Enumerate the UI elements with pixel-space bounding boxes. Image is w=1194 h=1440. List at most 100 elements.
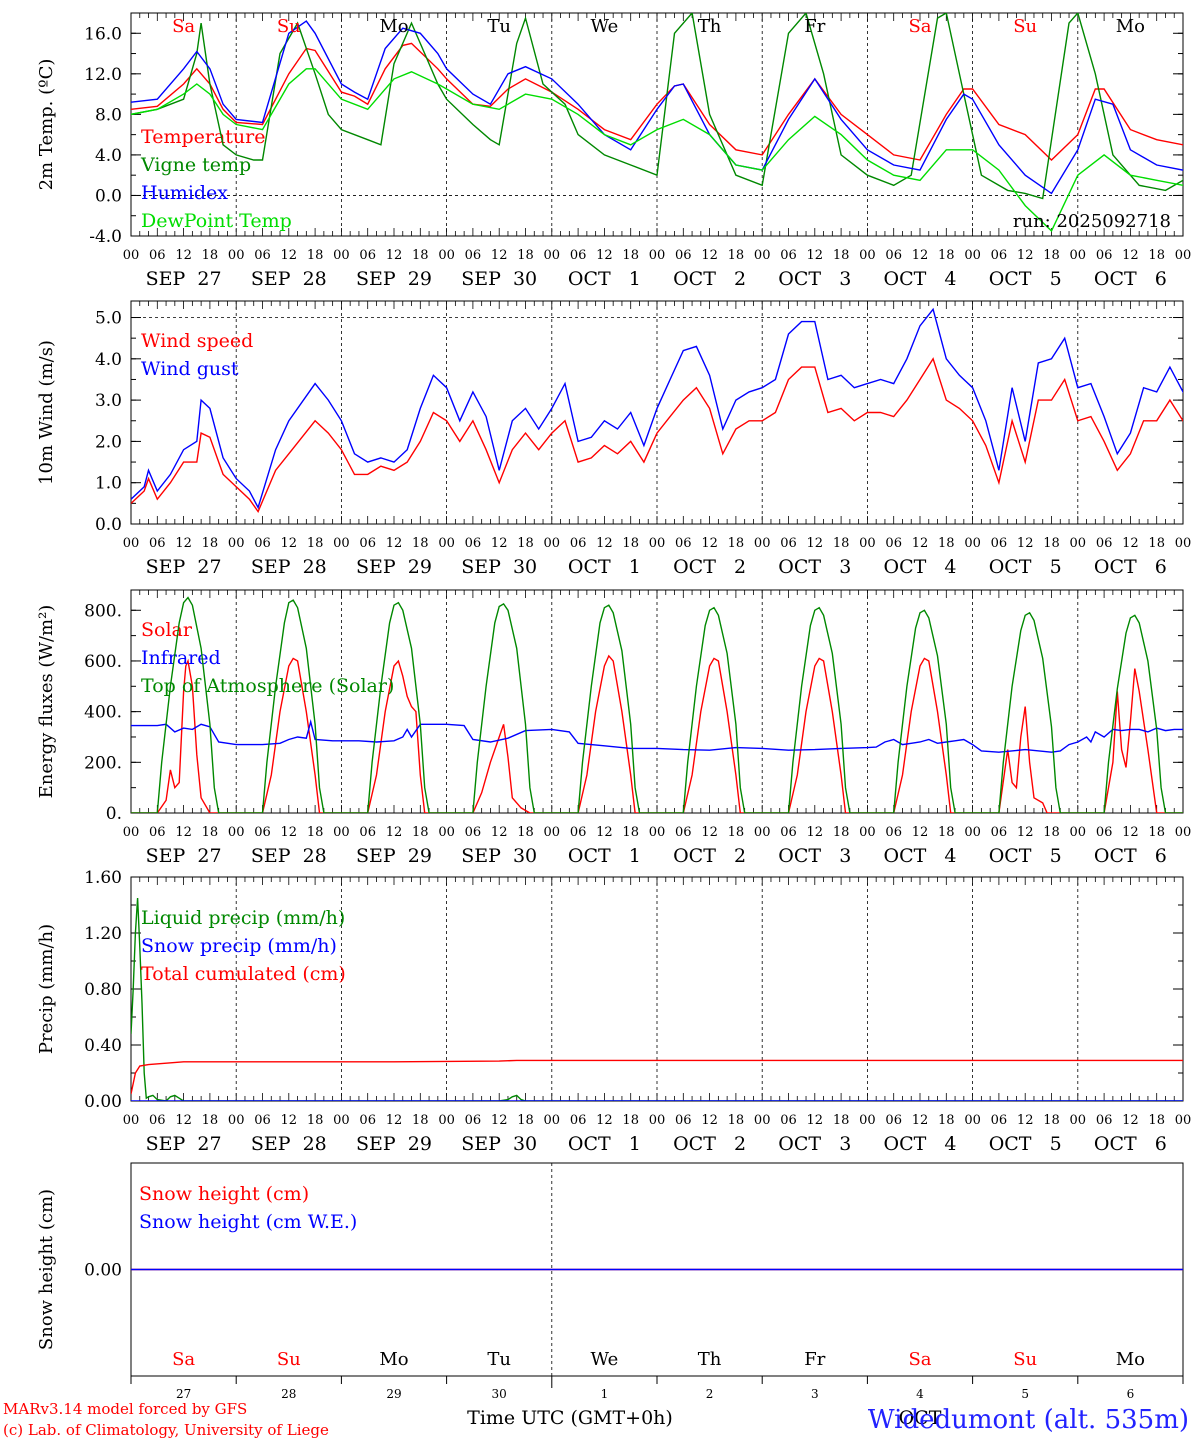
x-axis-title: Time UTC (GMT+0h) (467, 1407, 673, 1429)
hour-tick-label: 12 (386, 248, 403, 263)
hour-tick-label: 06 (780, 248, 797, 263)
hour-tick-label: 18 (202, 1113, 219, 1128)
series-line-wind-gust (131, 307, 1183, 510)
date-label: SEP 29 (356, 268, 432, 290)
hour-tick-label: 00 (754, 248, 771, 263)
hour-tick-label: 12 (175, 825, 192, 840)
hour-tick-label: 00 (123, 248, 140, 263)
y-tick-label: -4.0 (89, 227, 122, 247)
y-tick-label: 4.0 (95, 146, 122, 166)
date-label: SEP 29 (356, 556, 432, 578)
weekday-label: Su (1013, 16, 1037, 37)
legend-entry: Solar (141, 619, 193, 641)
hour-tick-label: 18 (1043, 248, 1060, 263)
hour-tick-label: 06 (149, 536, 166, 551)
hour-tick-label: 06 (1096, 1113, 1113, 1128)
legend-entry: Snow height (cm W.E.) (139, 1211, 357, 1233)
hour-tick-label: 12 (386, 536, 403, 551)
hour-tick-label: 06 (780, 825, 797, 840)
weekday-label: Sa (172, 16, 195, 37)
legend-entry: Liquid precip (mm/h) (141, 907, 345, 929)
hour-tick-label: 18 (833, 825, 850, 840)
weekday-label: Fr (804, 1349, 825, 1370)
hour-tick-label: 00 (544, 825, 561, 840)
hour-tick-label: 00 (123, 1113, 140, 1128)
series-line-total-cumulated-cm- (131, 1059, 1183, 1095)
day-number-label: 27 (176, 1387, 191, 1401)
hour-tick-label: 06 (149, 825, 166, 840)
weekday-label: Mo (1116, 16, 1145, 37)
hour-tick-label: 00 (438, 536, 455, 551)
hour-tick-label: 12 (491, 248, 508, 263)
hour-tick-label: 18 (1043, 825, 1060, 840)
hour-tick-label: 06 (465, 536, 482, 551)
hour-tick-label: 00 (964, 825, 981, 840)
hour-tick-label: 00 (1070, 536, 1087, 551)
hour-tick-label: 12 (807, 825, 824, 840)
hour-tick-label: 00 (754, 825, 771, 840)
weekday-label: Tu (487, 1349, 511, 1370)
y-tick-label: 1.20 (84, 924, 122, 944)
day-number-label: 3 (811, 1387, 819, 1401)
hour-tick-label: 06 (254, 825, 271, 840)
hour-tick-label: 06 (885, 248, 902, 263)
hour-tick-label: 00 (544, 536, 561, 551)
y-tick-label: 800. (84, 601, 122, 621)
day-number-label: 29 (386, 1387, 401, 1401)
date-label: OCT 2 (673, 845, 746, 867)
series-line-humidex (131, 20, 1183, 195)
y-tick-label: 0.40 (84, 1036, 122, 1056)
panel-5: 0.00 Snow height (cm) Snow height (cm) Snow… (36, 1162, 1184, 1401)
y-tick-label: 0.80 (84, 980, 122, 1000)
date-label: OCT 6 (1094, 845, 1167, 867)
hour-tick-label: 00 (859, 1113, 876, 1128)
hour-tick-label: 06 (1096, 536, 1113, 551)
hour-tick-label: 06 (570, 536, 587, 551)
hour-tick-label: 18 (412, 1113, 429, 1128)
hour-tick-label: 12 (701, 536, 718, 551)
date-label: OCT 3 (778, 556, 851, 578)
panel-1: -4.0 0.0 4.0 8.0 12.0 16.0 2m Temp. (ºC) Temper… (36, 12, 1191, 290)
hour-tick-label: 06 (149, 1113, 166, 1128)
hour-tick-label: 06 (675, 536, 692, 551)
hour-tick-label: 00 (333, 248, 350, 263)
date-label: SEP 30 (461, 268, 537, 290)
date-label: OCT 6 (1094, 268, 1167, 290)
hour-tick-label: 00 (649, 825, 666, 840)
date-label: SEP 28 (251, 1133, 327, 1155)
y-tick-label: 16.0 (84, 24, 122, 44)
credit-line-1: MARv3.14 model forced by GFS (3, 1400, 247, 1418)
date-label: SEP 30 (461, 1133, 537, 1155)
date-label: OCT 4 (884, 556, 957, 578)
hour-tick-label: 18 (307, 1113, 324, 1128)
hour-tick-label: 18 (728, 536, 745, 551)
legend-entry: Humidex (141, 182, 228, 204)
hour-tick-label: 00 (649, 1113, 666, 1128)
y-tick-label: 600. (84, 652, 122, 672)
date-label: SEP 28 (251, 556, 327, 578)
credit-line-2: (c) Lab. of Climatology, University of L… (3, 1421, 329, 1439)
date-label: OCT 3 (778, 845, 851, 867)
hour-tick-label: 00 (228, 536, 245, 551)
hour-tick-label: 06 (991, 825, 1008, 840)
date-label: OCT 5 (989, 845, 1062, 867)
hour-tick-label: 18 (1148, 1113, 1165, 1128)
hour-tick-label: 00 (228, 248, 245, 263)
hour-tick-label: 06 (359, 536, 376, 551)
hour-tick-label: 12 (281, 825, 298, 840)
series-line-top-of-atmosphere-solar- (131, 596, 1183, 813)
series-line-temperature (131, 42, 1183, 161)
panel-3: 0. 200. 400. 600. 800. Energy fluxes (W/m²) So… (36, 589, 1191, 867)
date-label: OCT 5 (989, 556, 1062, 578)
hour-tick-label: 06 (570, 825, 587, 840)
hour-tick-label: 00 (1070, 825, 1087, 840)
hour-tick-label: 06 (885, 536, 902, 551)
weekday-label: We (591, 1349, 619, 1370)
hour-tick-label: 00 (228, 1113, 245, 1128)
y-tick-label: 200. (84, 753, 122, 773)
hour-tick-label: 18 (622, 536, 639, 551)
hour-tick-label: 00 (438, 1113, 455, 1128)
hour-tick-label: 00 (964, 248, 981, 263)
hour-tick-label: 06 (254, 536, 271, 551)
hour-tick-label: 18 (517, 1113, 534, 1128)
